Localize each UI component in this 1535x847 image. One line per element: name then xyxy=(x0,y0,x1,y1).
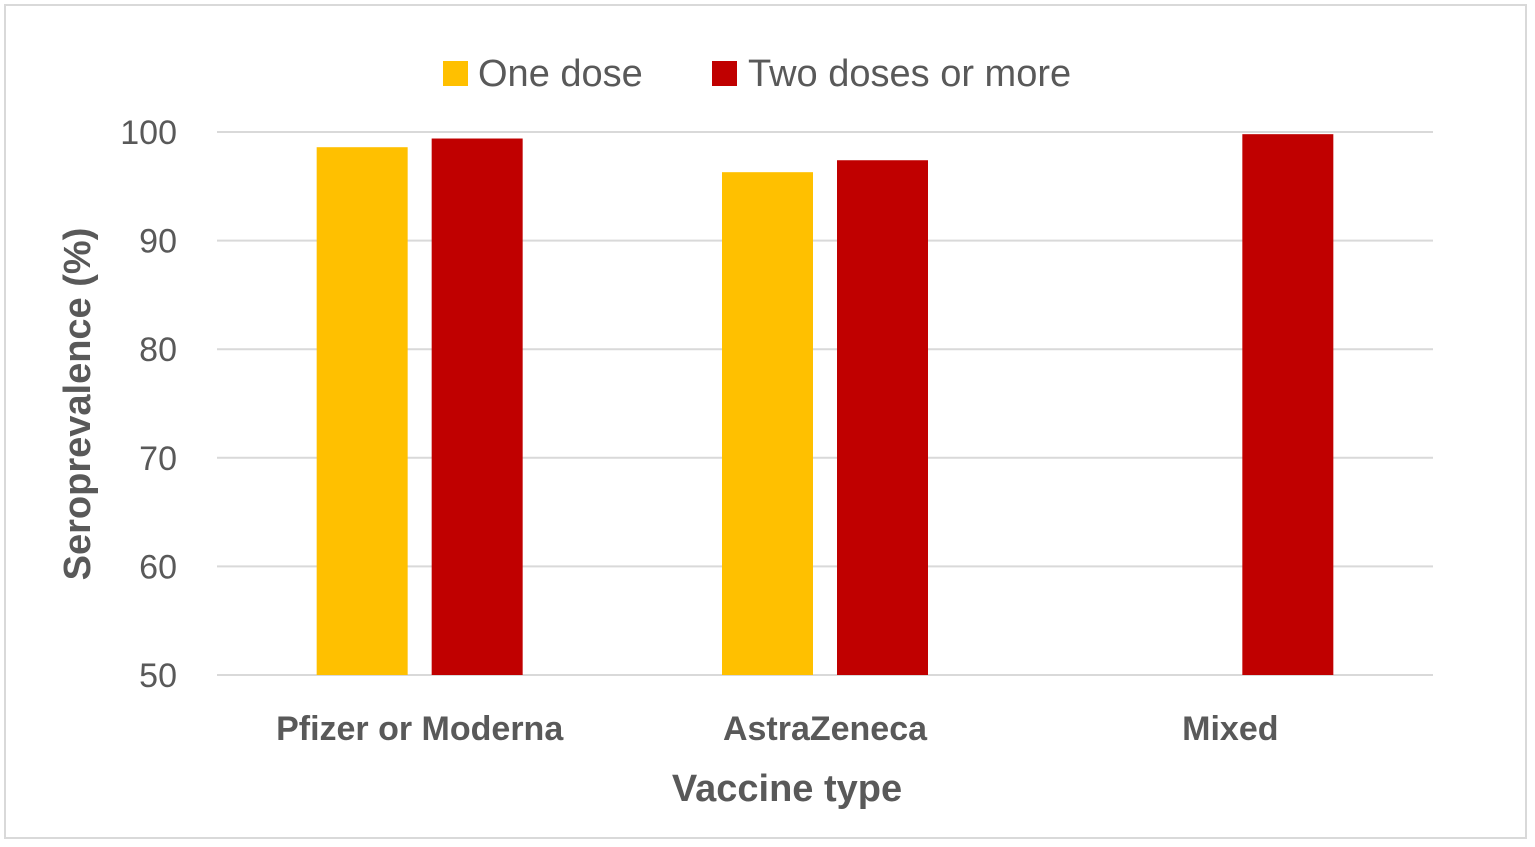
x-category-label: Mixed xyxy=(1182,710,1278,748)
y-axis-ticks: 50 60 70 80 90 100 xyxy=(120,114,177,695)
y-tick-label-60: 60 xyxy=(139,548,177,586)
legend: One dose Two doses or more xyxy=(443,53,1071,95)
y-tick-label-70: 70 xyxy=(139,440,177,478)
legend-swatch-1 xyxy=(712,61,737,86)
bar-one-dose-1 xyxy=(722,172,813,675)
bar-two-doses-2 xyxy=(1242,134,1334,675)
bar-one-dose-0 xyxy=(316,147,408,676)
x-axis-categories: Pfizer or Moderna AstraZeneca Mixed xyxy=(276,710,1278,748)
gridlines xyxy=(217,131,1433,676)
y-tick-label-100: 100 xyxy=(120,114,177,152)
bar-two-doses-0 xyxy=(431,138,523,676)
y-axis-title: Seroprevalence (%) xyxy=(57,228,99,581)
legend-label-1: Two doses or more xyxy=(748,53,1071,95)
x-category-label: AstraZeneca xyxy=(723,710,928,748)
x-axis-title: Vaccine type xyxy=(672,768,902,810)
legend-label-0: One dose xyxy=(478,53,643,95)
y-tick-label-90: 90 xyxy=(139,223,177,261)
bars xyxy=(316,134,1334,676)
x-category-label: Pfizer or Moderna xyxy=(276,710,564,748)
legend-swatch-0 xyxy=(443,61,468,86)
y-tick-label-80: 80 xyxy=(139,331,177,369)
bar-two-doses-1 xyxy=(837,160,928,676)
y-tick-label-50: 50 xyxy=(139,657,177,695)
